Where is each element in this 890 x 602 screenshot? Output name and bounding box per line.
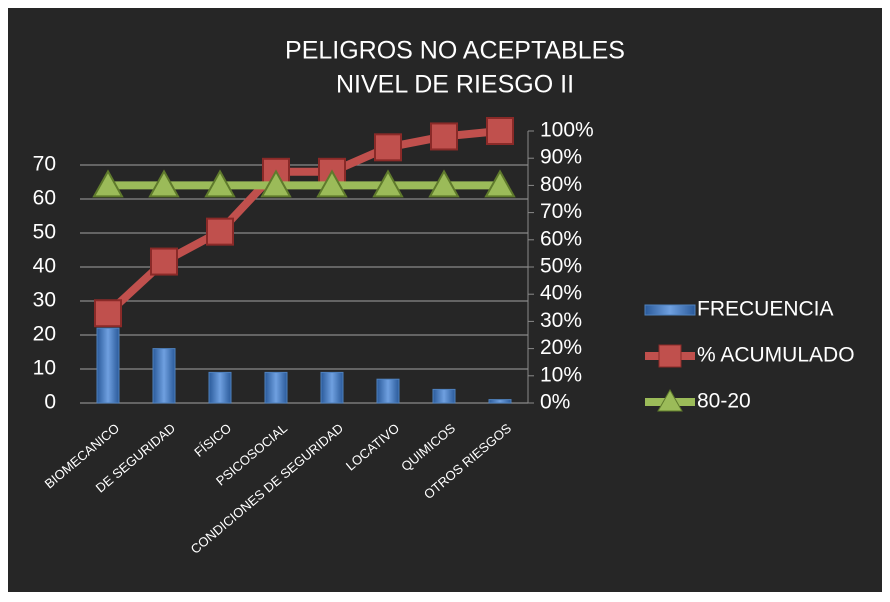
y-tick-label: 60 [33,187,56,210]
bar [488,399,512,404]
chart-title: PELIGROS NO ACEPTABLES [285,37,625,65]
y2-tick-label: 50% [540,255,582,278]
marker [374,133,402,162]
marker [150,247,178,276]
legend-marker [657,388,683,412]
y2-tick-label: 40% [540,282,582,305]
bar [320,371,344,404]
legend-marker [658,344,682,368]
y-tick-label: 40 [33,255,56,278]
marker [92,169,124,198]
marker [316,169,348,198]
y2-tick-label: 10% [540,363,582,386]
marker [372,169,404,198]
y2-tick-label: 30% [540,309,582,332]
y-tick-label: 20 [33,323,56,346]
y2-tick-label: 80% [540,173,582,196]
y-tick-label: 50 [33,221,56,244]
marker [206,217,234,246]
y2-tick-label: 90% [540,146,582,169]
legend-label: 80-20 [697,390,751,413]
marker [94,299,122,328]
y-tick-label: 10 [33,357,56,380]
bar [432,388,456,404]
y2-tick-label: 60% [540,227,582,250]
chart-background [8,8,882,592]
y2-tick-label: 0% [540,391,570,414]
marker [204,169,236,198]
y-tick-label: 0 [44,391,56,414]
marker [430,122,458,151]
marker [428,169,460,198]
marker [148,169,180,198]
y2-tick-label: 20% [540,336,582,359]
legend-swatch [644,304,696,316]
y-tick-label: 70 [33,153,56,176]
bar [264,371,288,404]
legend-label: % ACUMULADO [697,344,855,367]
chart-subtitle: NIVEL DE RIESGO II [336,71,574,99]
marker [484,169,516,198]
bar [152,348,176,404]
legend-label: FRECUENCIA [697,298,834,321]
y2-tick-label: 70% [540,200,582,223]
y2-tick-label: 100% [540,119,594,142]
marker [486,117,514,145]
bar [96,327,120,404]
marker [260,169,292,198]
bar [208,371,232,404]
bar [376,378,400,404]
y-tick-label: 30 [33,289,56,312]
